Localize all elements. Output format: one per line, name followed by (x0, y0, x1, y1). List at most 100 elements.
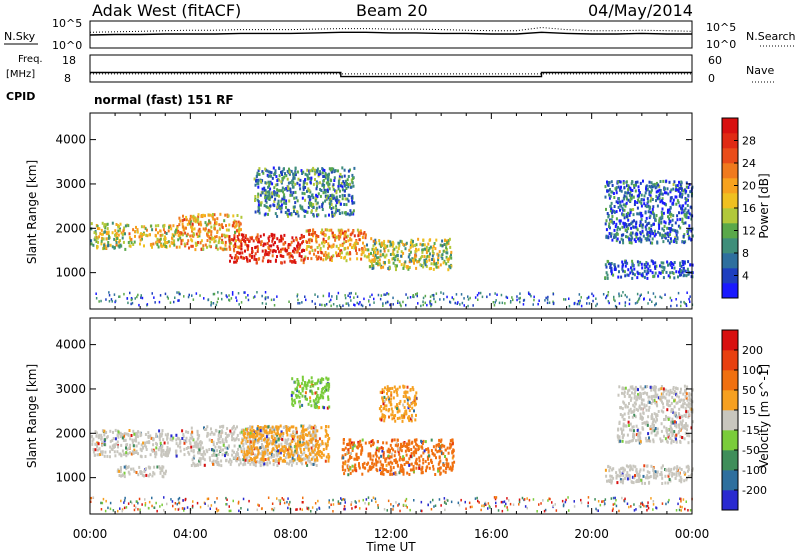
range-cell (641, 225, 644, 229)
ground-scatter-cell (344, 294, 346, 297)
range-cell (283, 242, 286, 246)
range-cell (611, 220, 614, 224)
range-cell (188, 438, 191, 442)
range-cell (445, 247, 448, 251)
range-cell (202, 227, 205, 231)
range-cell (271, 195, 273, 199)
range-cell (353, 234, 356, 238)
range-cell (224, 438, 227, 442)
range-cell (315, 254, 318, 258)
range-cell (309, 438, 312, 442)
range-cell (655, 185, 658, 189)
range-cell (152, 443, 155, 447)
range-cell (200, 441, 203, 445)
range-cell (658, 188, 661, 192)
range-cell (100, 242, 103, 246)
range-cell (266, 252, 268, 256)
range-cell (249, 457, 252, 460)
range-cell (438, 456, 441, 460)
range-cell (302, 170, 305, 174)
range-cell (373, 255, 376, 259)
ground-scatter-cell (140, 294, 142, 297)
range-cell (306, 397, 308, 401)
ground-scatter-cell (254, 295, 256, 298)
range-cell (243, 239, 246, 243)
range-cell (185, 440, 188, 444)
range-cell (107, 243, 110, 247)
ground-scatter-cell (108, 291, 110, 294)
range-cell (666, 260, 669, 264)
range-cell (405, 409, 408, 413)
range-cell (264, 444, 267, 448)
range-cell (299, 443, 302, 447)
range-cell (335, 207, 338, 211)
range-cell (95, 235, 98, 239)
ground-scatter-cell (516, 295, 518, 298)
range-cell (292, 205, 295, 209)
ground-scatter-cell (595, 297, 597, 300)
range-cell (670, 188, 673, 192)
range-cell (176, 227, 179, 231)
range-cell (158, 446, 161, 450)
range-cell (674, 236, 677, 240)
range-cell (114, 437, 117, 441)
range-cell (381, 414, 384, 418)
range-cell (658, 217, 661, 221)
range-cell (421, 250, 424, 254)
range-cell (667, 263, 669, 267)
ground-scatter-cell (546, 298, 549, 301)
range-cell (345, 212, 348, 216)
range-cell (651, 198, 654, 201)
ground-scatter-cell (455, 293, 458, 296)
range-cell (655, 199, 657, 203)
range-cell (197, 241, 199, 244)
range-cell (623, 194, 626, 198)
range-cell (180, 239, 183, 243)
range-cell (129, 244, 132, 248)
ground-scatter-cell (519, 292, 521, 295)
range-cell (284, 172, 286, 176)
ground-scatter-cell (429, 302, 431, 305)
range-cell (339, 235, 342, 239)
colorbar-swatch (722, 163, 738, 179)
range-cell (350, 232, 353, 236)
range-cell (350, 452, 352, 455)
range-cell (324, 459, 327, 463)
range-cell (287, 214, 289, 218)
range-cell (341, 185, 344, 189)
range-cell (103, 223, 106, 227)
range-cell (314, 248, 317, 252)
range-cell (670, 262, 673, 266)
range-cell (400, 263, 403, 267)
range-cell (264, 242, 267, 246)
range-cell (170, 241, 173, 245)
range-cell (158, 429, 161, 433)
ground-scatter-cell (606, 294, 608, 298)
ground-scatter-cell (297, 302, 299, 305)
range-cell (280, 442, 283, 446)
range-cell (284, 456, 287, 460)
ground-scatter-cell (305, 298, 307, 302)
range-cell (128, 472, 131, 476)
range-cell (607, 236, 610, 240)
range-cell (415, 391, 418, 395)
range-cell (276, 237, 279, 241)
range-cell (324, 251, 327, 254)
range-cell (617, 275, 620, 279)
range-cell (421, 442, 424, 446)
range-cell (287, 451, 290, 455)
range-cell (322, 448, 325, 451)
range-cell (285, 429, 288, 433)
range-cell (604, 276, 607, 280)
range-cell (310, 425, 313, 429)
range-cell (689, 205, 692, 209)
ground-scatter-cell (114, 299, 117, 303)
range-cell (309, 203, 312, 207)
range-cell (664, 221, 667, 225)
range-cell (341, 448, 344, 452)
range-cell (280, 206, 283, 210)
ground-scatter-cell (451, 296, 453, 299)
ground-scatter-cell (216, 300, 219, 304)
range-cell (610, 201, 613, 205)
range-cell (155, 241, 158, 244)
